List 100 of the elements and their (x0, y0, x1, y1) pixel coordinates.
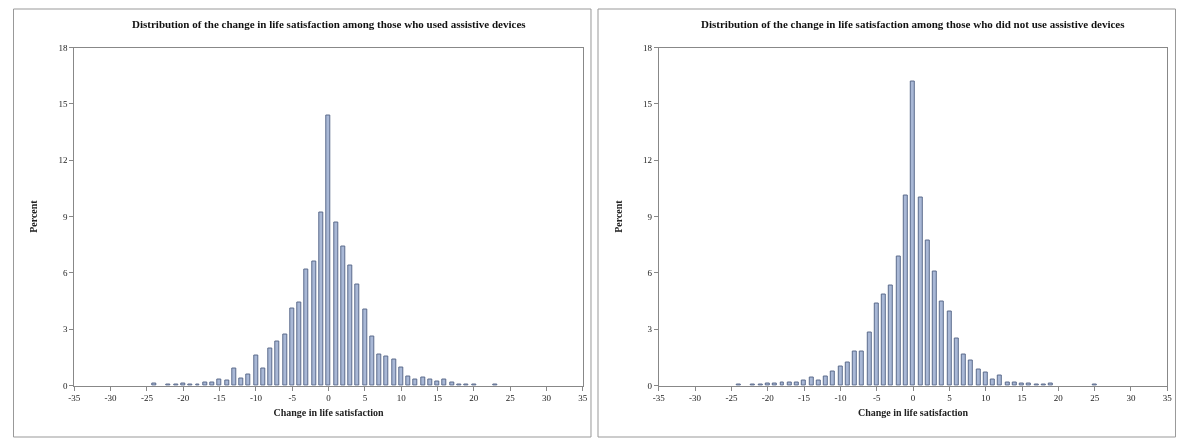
x-tick-label: 15 (433, 393, 443, 404)
x-tick-label: 10 (981, 393, 991, 404)
bar (815, 379, 821, 386)
bar (996, 374, 1002, 386)
bar (844, 361, 850, 386)
y-tick-label: 0 (63, 380, 68, 391)
y-tick-label: 15 (642, 99, 653, 110)
bar (376, 353, 382, 386)
x-tick-label: -15 (798, 393, 811, 404)
x-tick-label: 10 (396, 393, 407, 404)
bar (340, 245, 346, 386)
bar (938, 300, 944, 386)
x-tick-label: -35 (652, 393, 666, 404)
y-tick-label: 0 (647, 380, 653, 391)
bar (989, 378, 995, 386)
x-tick-label: -30 (689, 393, 702, 404)
bar (967, 359, 973, 386)
bar (354, 283, 360, 386)
bar (895, 255, 901, 386)
bar (216, 378, 222, 386)
x-axis-title: Change in life satisfaction (273, 406, 385, 418)
bar (764, 382, 770, 386)
x-tick-label: -30 (104, 393, 118, 404)
bar (260, 367, 266, 386)
bar (369, 335, 375, 386)
x-tick-label: -15 (213, 393, 227, 404)
bar (318, 211, 324, 386)
bar (362, 308, 368, 386)
bar (434, 380, 440, 386)
bar (1047, 382, 1053, 386)
x-tick-label: -5 (288, 393, 297, 404)
y-tick-label: 18 (58, 42, 68, 53)
bar (1018, 382, 1024, 386)
bar (347, 264, 353, 386)
x-tick-label: 20 (469, 393, 479, 404)
bar (441, 378, 447, 386)
x-tick-label: -25 (140, 393, 154, 404)
bar (238, 377, 244, 386)
bar (786, 381, 792, 386)
bar (180, 382, 186, 386)
bar (405, 375, 411, 386)
bar (909, 80, 915, 386)
bar (427, 378, 433, 386)
bar (245, 373, 251, 386)
bar (412, 378, 418, 386)
y-tick-label: 3 (63, 324, 68, 335)
bar (398, 366, 404, 386)
bar (1004, 381, 1010, 386)
x-tick-label: -25 (725, 393, 738, 404)
bar (924, 239, 930, 386)
x-tick-label: 35 (1162, 393, 1173, 404)
bar (391, 358, 397, 386)
x-tick-label: -10 (834, 393, 847, 404)
bar (953, 337, 959, 386)
x-tick-label: 5 (362, 393, 368, 404)
bar (333, 221, 339, 386)
bar (946, 310, 952, 386)
x-tick-label: 25 (1090, 393, 1100, 404)
bar (420, 376, 426, 386)
x-tick-label: -10 (249, 393, 263, 404)
bar (851, 350, 857, 386)
bar (873, 302, 879, 386)
y-tick-label: 12 (642, 155, 652, 166)
x-tick-label: 20 (1053, 393, 1064, 404)
bar (808, 376, 814, 386)
x-tick-label: -35 (68, 393, 81, 404)
bar (303, 268, 309, 386)
bar (253, 354, 259, 386)
x-tick-label: 25 (505, 393, 516, 404)
bar (822, 375, 828, 386)
x-tick-label: 15 (1017, 393, 1028, 404)
bar (779, 381, 784, 386)
bar (829, 370, 835, 386)
bar (837, 365, 843, 386)
bar (267, 347, 273, 386)
bar (311, 260, 317, 386)
bar (202, 381, 208, 386)
bar (274, 340, 280, 386)
y-tick-label: 12 (58, 155, 68, 166)
chart-title: Distribution of the change in life satisfaction among those who did not use assistive devices (701, 18, 1126, 30)
bar (917, 196, 923, 386)
y-tick-label: 9 (647, 211, 653, 222)
bar (383, 355, 389, 386)
chart-title: Distribution of the change in life satisfaction among those who used assistive devices (132, 18, 527, 30)
bar (231, 367, 237, 386)
y-tick-label: 18 (642, 42, 653, 53)
bar (858, 350, 864, 386)
x-tick-label: 35 (578, 393, 588, 404)
bar (282, 333, 288, 386)
y-tick-label: 15 (58, 99, 68, 110)
x-tick-label: 0 (326, 393, 332, 404)
bar (887, 284, 893, 386)
bar (793, 381, 799, 386)
bar (800, 379, 806, 386)
bar (880, 293, 886, 386)
y-tick-label: 9 (63, 211, 68, 222)
bar (902, 194, 908, 386)
x-tick-label: 30 (1126, 393, 1136, 404)
bar (982, 371, 988, 386)
bar (209, 381, 215, 386)
